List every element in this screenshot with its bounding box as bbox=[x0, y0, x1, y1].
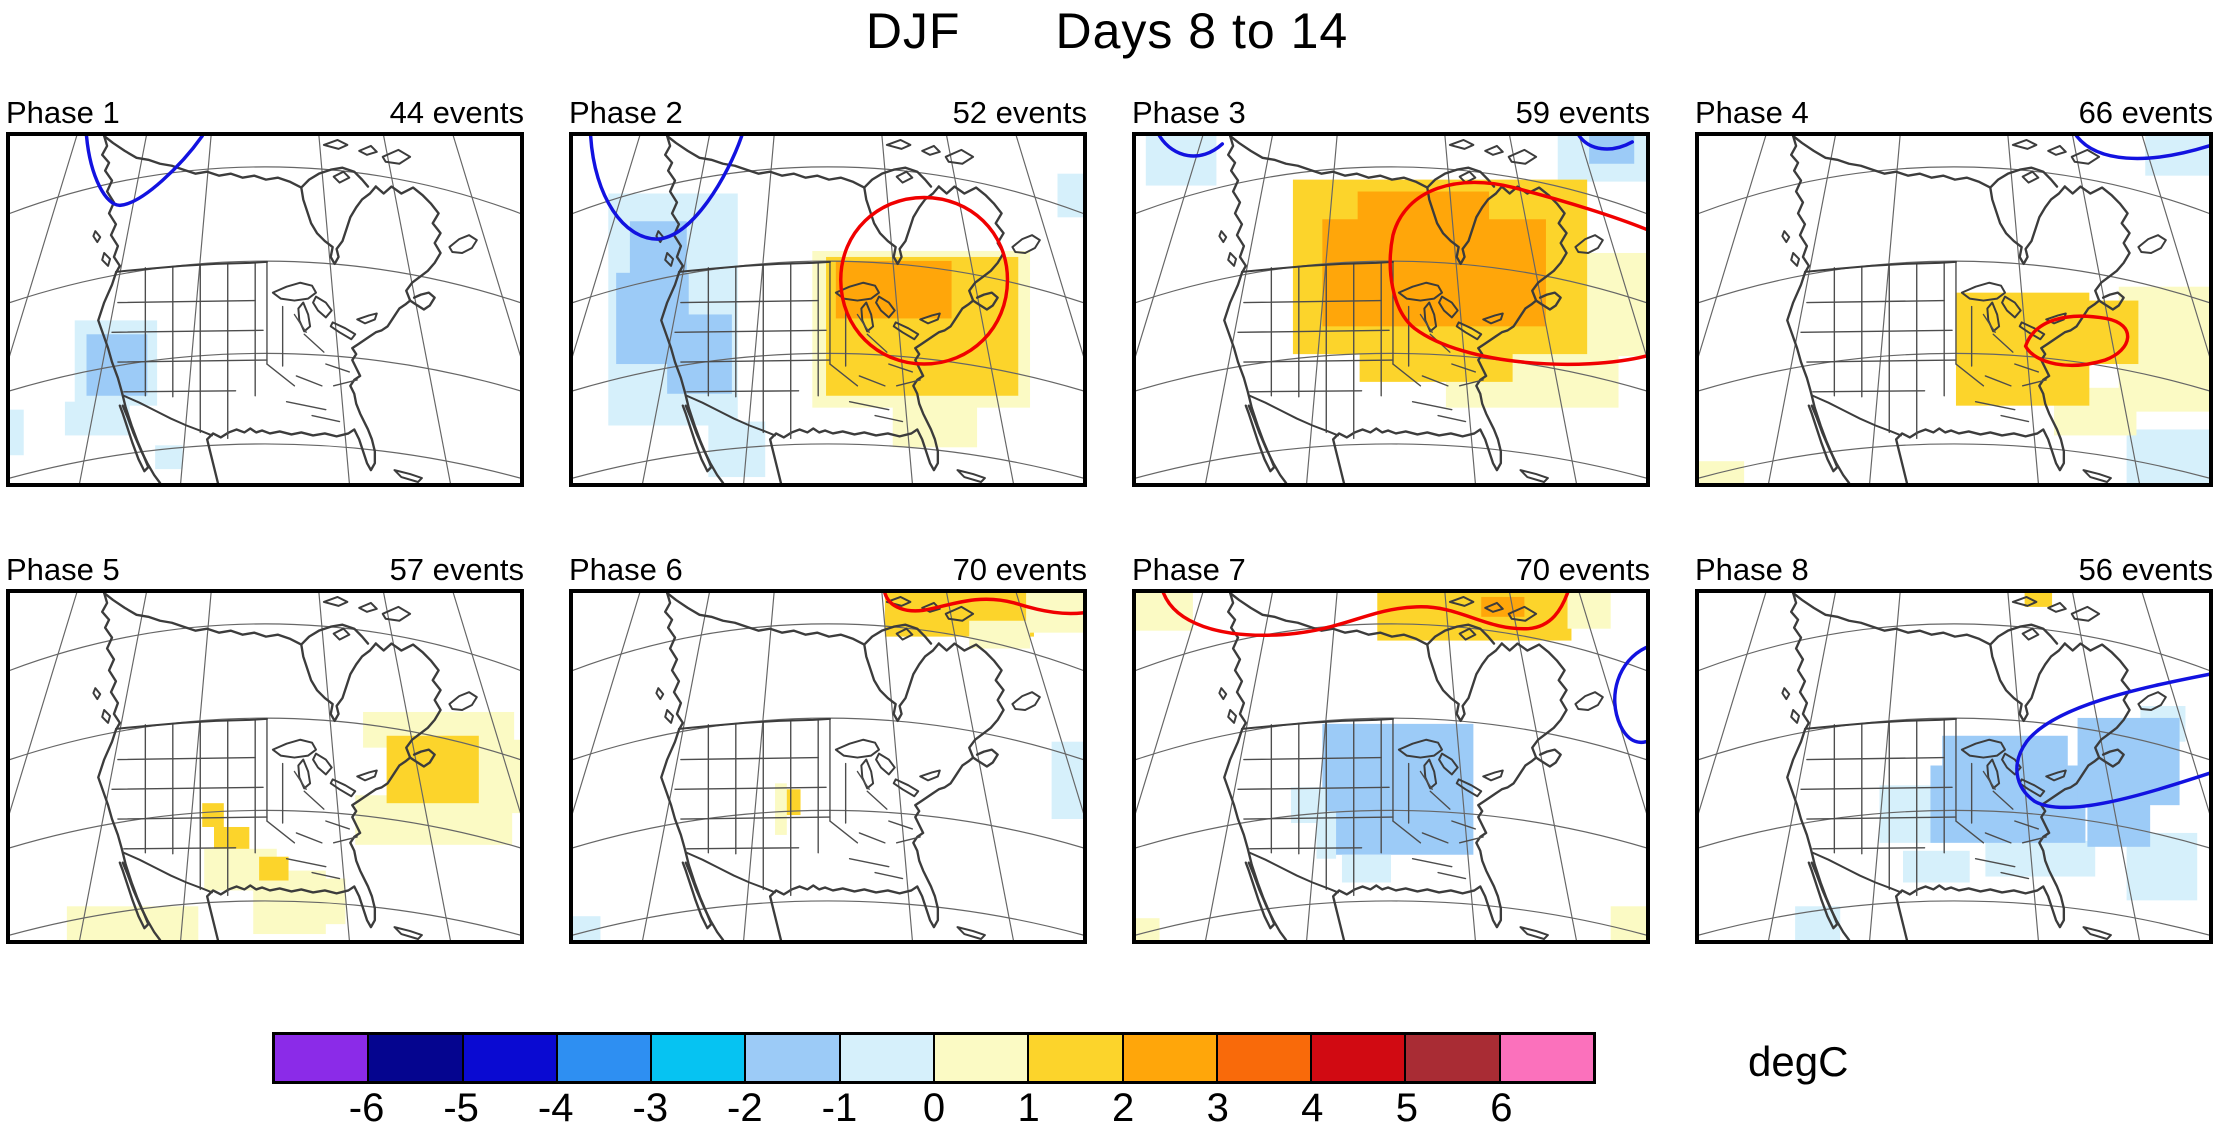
colorbar-cell bbox=[1500, 1035, 1593, 1081]
events-count: 56 events bbox=[2078, 552, 2213, 587]
map-phase-5 bbox=[6, 589, 524, 944]
map-phase-8 bbox=[1695, 589, 2213, 944]
panel-phase-3: Phase 3 59 events bbox=[1132, 93, 1650, 487]
colorbar-tick: -6 bbox=[348, 1086, 385, 1122]
colorbar-cell bbox=[1406, 1035, 1501, 1081]
colorbar-cell bbox=[463, 1035, 558, 1081]
colorbar-cell bbox=[1217, 1035, 1313, 1081]
panel-header: Phase 7 70 events bbox=[1132, 550, 1650, 589]
map-phase-7 bbox=[1132, 589, 1650, 944]
panel-phase-5: Phase 5 57 events bbox=[6, 550, 524, 944]
map-phase-1 bbox=[6, 132, 524, 487]
phase-label: Phase 3 bbox=[1132, 95, 1246, 130]
colorbar-tick: -3 bbox=[632, 1086, 669, 1122]
map-phase-3 bbox=[1132, 132, 1650, 487]
phase-label: Phase 7 bbox=[1132, 552, 1246, 587]
colorbar-tick: -1 bbox=[821, 1086, 858, 1122]
colorbar-cell bbox=[652, 1035, 747, 1081]
colorbar-tick: -2 bbox=[727, 1086, 763, 1122]
colorbar-tick: -4 bbox=[537, 1086, 574, 1122]
colorbar-cell bbox=[934, 1035, 1030, 1081]
map-phase-4 bbox=[1695, 132, 2213, 487]
phase-label: Phase 4 bbox=[1695, 95, 1809, 130]
events-count: 44 events bbox=[389, 95, 524, 130]
colorbar-cell bbox=[369, 1035, 464, 1081]
panel-phase-7: Phase 7 70 events bbox=[1132, 550, 1650, 944]
phase-label: Phase 2 bbox=[569, 95, 683, 130]
panel-phase-4: Phase 4 66 events bbox=[1695, 93, 2213, 487]
colorbar-cell bbox=[1312, 1035, 1407, 1081]
events-count: 70 events bbox=[952, 552, 1087, 587]
panel-phase-8: Phase 8 56 events bbox=[1695, 550, 2213, 944]
panel-header: Phase 5 57 events bbox=[6, 550, 524, 589]
colorbar-tick: 4 bbox=[1301, 1086, 1324, 1122]
colorbar-cell bbox=[746, 1035, 841, 1081]
title-period: Days 8 to 14 bbox=[1055, 3, 1349, 59]
colorbar-unit-label: degC bbox=[1748, 1038, 1849, 1085]
phase-label: Phase 1 bbox=[6, 95, 120, 130]
panel-header: Phase 3 59 events bbox=[1132, 93, 1650, 132]
panel-header: Phase 1 44 events bbox=[6, 93, 524, 132]
colorbar-cell bbox=[1029, 1035, 1124, 1081]
phase-label: Phase 6 bbox=[569, 552, 683, 587]
panel-phase-6: Phase 6 70 events bbox=[569, 550, 1087, 944]
panel-phase-1: Phase 1 44 events bbox=[6, 93, 524, 487]
colorbar-tick: 0 bbox=[922, 1086, 946, 1122]
events-count: 66 events bbox=[2078, 95, 2213, 130]
colorbar-tick: 5 bbox=[1395, 1086, 1418, 1122]
panel-header: Phase 8 56 events bbox=[1695, 550, 2213, 589]
map-phase-2 bbox=[569, 132, 1087, 487]
colorbar-cell bbox=[557, 1035, 653, 1081]
phase-label: Phase 5 bbox=[6, 552, 120, 587]
panel-header: Phase 2 52 events bbox=[569, 93, 1087, 132]
colorbar-tick-labels: -6 -5 -4 -3 -2 -1 0 1 2 3 4 5 6 bbox=[272, 1086, 1596, 1122]
events-count: 52 events bbox=[952, 95, 1087, 130]
map-phase-6 bbox=[569, 589, 1087, 944]
colorbar-tick: -5 bbox=[443, 1086, 479, 1122]
panel-header: Phase 4 66 events bbox=[1695, 93, 2213, 132]
colorbar-cell bbox=[275, 1035, 370, 1081]
colorbar-cell bbox=[840, 1035, 935, 1081]
colorbar bbox=[272, 1032, 1596, 1084]
colorbar-cell bbox=[1123, 1035, 1218, 1081]
panel-phase-2: Phase 2 52 events bbox=[569, 93, 1087, 487]
panel-header: Phase 6 70 events bbox=[569, 550, 1087, 589]
colorbar-tick: 6 bbox=[1490, 1086, 1513, 1122]
colorbar-tick: 2 bbox=[1112, 1086, 1135, 1122]
colorbar-tick: 3 bbox=[1206, 1086, 1229, 1122]
colorbar-tick: 1 bbox=[1017, 1086, 1040, 1122]
title-season: DJF bbox=[865, 3, 961, 59]
events-count: 59 events bbox=[1515, 95, 1650, 130]
events-count: 70 events bbox=[1515, 552, 1650, 587]
phase-label: Phase 8 bbox=[1695, 552, 1809, 587]
events-count: 57 events bbox=[389, 552, 524, 587]
figure-title: DJF Days 8 to 14 bbox=[0, 2, 2214, 60]
